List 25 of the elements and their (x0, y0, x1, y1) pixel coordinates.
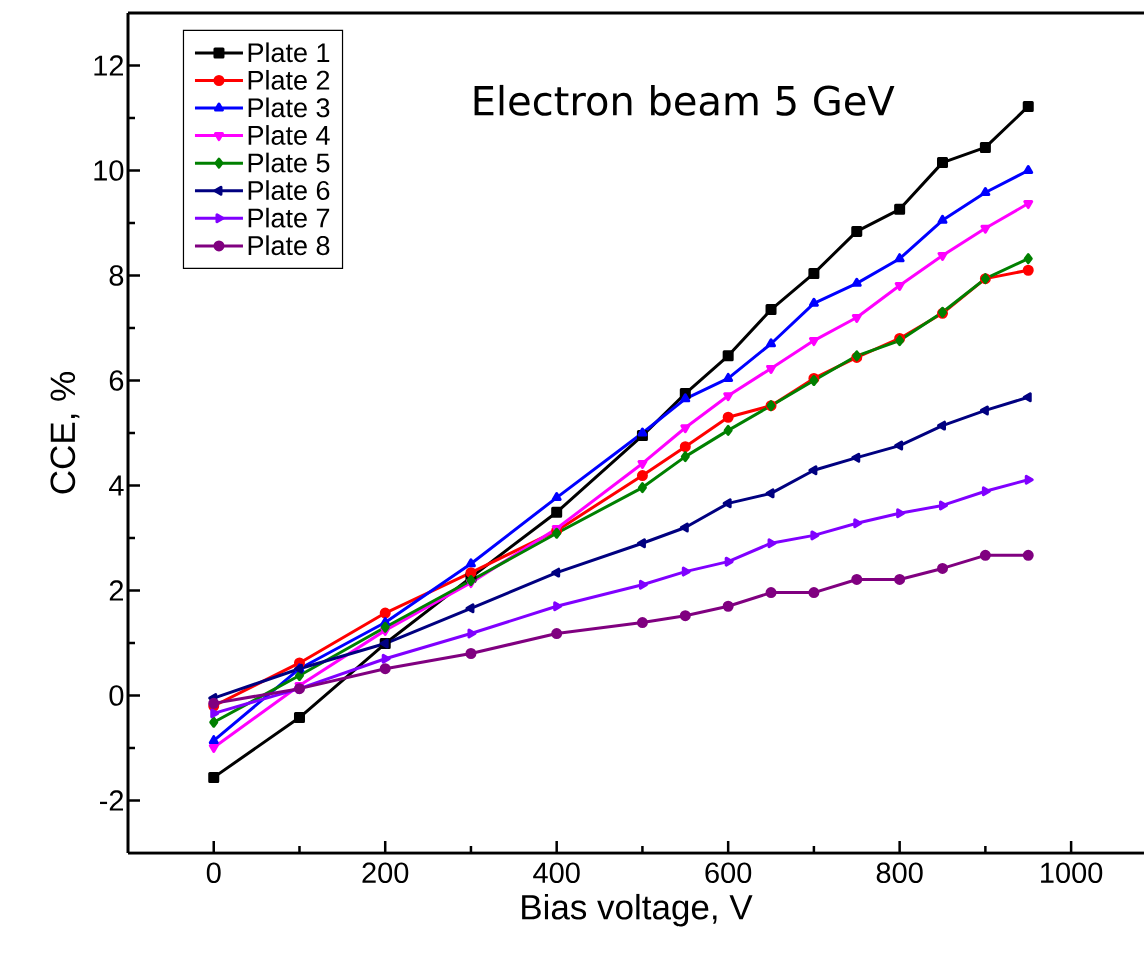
y-tick-label: 8 (109, 265, 124, 286)
x-tick-label: 200 (362, 862, 409, 884)
legend-label: Plate 1 (248, 42, 330, 63)
legend-label: Plate 2 (248, 69, 330, 90)
x-tick-label: 0 (206, 862, 221, 884)
legend-label: Plate 6 (248, 180, 330, 201)
y-tick-label: 12 (94, 55, 123, 76)
y-tick-label: 6 (109, 370, 124, 391)
y-tick-label: 2 (109, 580, 124, 601)
x-axis-title: Bias voltage, V (522, 893, 753, 927)
y-tick-label: 4 (109, 475, 124, 496)
y-tick-label: -2 (99, 790, 124, 811)
legend-label: Plate 3 (248, 97, 330, 118)
y-tick-label: 10 (94, 160, 124, 181)
x-tick-label: 1000 (1041, 862, 1103, 884)
legend-label: Plate 8 (248, 235, 330, 256)
x-tick-label: 400 (533, 862, 580, 884)
x-tick-label: 800 (876, 862, 923, 884)
y-axis-title: CCE, % (50, 372, 80, 494)
legend-label: Plate 7 (248, 207, 330, 228)
legend-label: Plate 4 (248, 125, 330, 145)
text: Electron beam 5 GeV (474, 84, 895, 116)
y-tick-label: 0 (109, 685, 124, 706)
legend-label: Plate 5 (248, 152, 330, 173)
x-tick-label: 600 (705, 862, 752, 884)
